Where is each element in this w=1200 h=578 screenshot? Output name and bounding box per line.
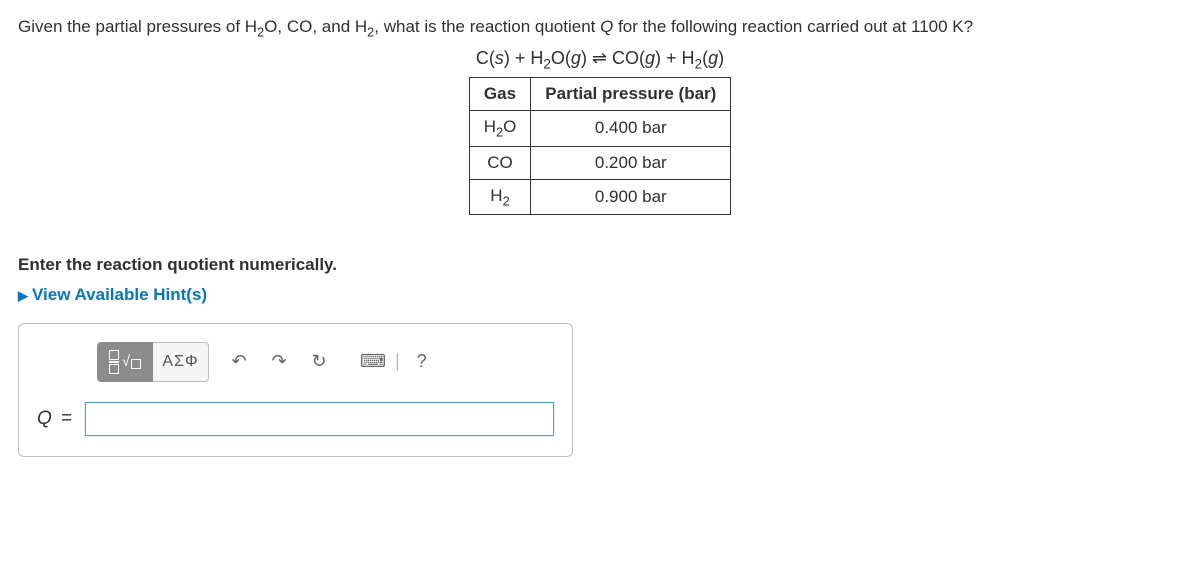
help-icon: ?	[417, 351, 427, 372]
q-sp1-b: O	[264, 17, 277, 36]
eq-r1: CO(	[612, 48, 645, 68]
g0s: 2	[496, 125, 503, 140]
eq-l1c: ) + H	[504, 48, 544, 68]
hint-label: View Available Hint(s)	[32, 285, 207, 304]
answer-input[interactable]	[85, 402, 554, 436]
reset-icon: ↻	[311, 351, 326, 372]
q-pre: Given the partial pressures of	[18, 17, 245, 36]
g2s: 2	[503, 193, 510, 208]
cell-gas: H2	[469, 179, 531, 214]
undo-button[interactable]: ↶	[219, 342, 259, 382]
eq-l1sub: 2	[543, 56, 551, 71]
help-button[interactable]: ?	[402, 342, 442, 382]
eq-r1g2: g	[708, 48, 718, 68]
equation-toolbar: √ ΑΣΦ ↶ ↷ ↻ ⌨ | ?	[97, 342, 554, 382]
q-sp1: H2O	[245, 17, 278, 36]
cell-gas: H2O	[469, 111, 531, 146]
table-row: H2O 0.400 bar	[469, 111, 731, 146]
eq-l1s: s	[495, 48, 504, 68]
redo-button[interactable]: ↷	[259, 342, 299, 382]
cell-pp: 0.200 bar	[531, 146, 731, 179]
g2a: H	[490, 186, 502, 205]
g1a: CO	[487, 153, 513, 172]
eq-r1sub: 2	[695, 56, 703, 71]
math-templates-button[interactable]: √	[97, 342, 153, 382]
eq-r1g: g	[645, 48, 655, 68]
pressure-table: Gas Partial pressure (bar) H2O 0.400 bar…	[469, 77, 732, 215]
q-sp2: CO	[287, 17, 313, 36]
chevron-right-icon: ▶	[18, 288, 28, 304]
q-sp1-a: H	[245, 17, 257, 36]
answer-prompt: Enter the reaction quotient numerically.	[18, 255, 1182, 275]
th-gas: Gas	[469, 78, 531, 111]
answer-q: Q	[37, 408, 52, 429]
redo-icon: ↷	[271, 351, 286, 372]
eq-l1t: O(	[551, 48, 571, 68]
reset-button[interactable]: ↻	[299, 342, 339, 382]
toolbar-separator: |	[395, 351, 400, 372]
q-sep2: , and	[312, 17, 355, 36]
g0a: H	[484, 117, 496, 136]
eq-l1g: g	[571, 48, 581, 68]
view-hints-toggle[interactable]: ▶View Available Hint(s)	[18, 285, 1182, 305]
q-qsym: Q	[600, 17, 613, 36]
greek-symbols-button[interactable]: ΑΣΦ	[153, 342, 209, 382]
q-sep1: ,	[277, 17, 286, 36]
undo-icon: ↶	[231, 351, 246, 372]
q-mid: , what is the reaction quotient	[374, 17, 600, 36]
eq-r1c: ) + H	[655, 48, 695, 68]
cell-pp: 0.900 bar	[531, 179, 731, 214]
q-post: for the following reaction carried out a…	[613, 17, 952, 36]
eq-l1: C(	[476, 48, 495, 68]
keyboard-button[interactable]: ⌨	[353, 342, 393, 382]
answer-variable: Q =	[37, 408, 85, 430]
fraction-sqrt-icon: √	[109, 350, 141, 374]
table-row: CO 0.200 bar	[469, 146, 731, 179]
eq-arrow: ⇌	[587, 48, 612, 68]
q-qm: ?	[964, 17, 973, 36]
cell-gas: CO	[469, 146, 531, 179]
greek-label: ΑΣΦ	[162, 353, 198, 371]
eq-r1e: )	[718, 48, 724, 68]
keyboard-icon: ⌨	[360, 351, 386, 372]
th-pp: Partial pressure (bar)	[531, 78, 731, 111]
reaction-equation: C(s) + H2O(g) ⇌ CO(g) + H2(g)	[18, 48, 1182, 72]
g0b: O	[503, 117, 516, 136]
question-text: Given the partial pressures of H2O, CO, …	[18, 14, 1182, 42]
q-sp3-a: H	[355, 17, 367, 36]
cell-pp: 0.400 bar	[531, 111, 731, 146]
table-row: H2 0.900 bar	[469, 179, 731, 214]
q-sp3: H2	[355, 17, 374, 36]
answer-row: Q =	[37, 402, 554, 436]
q-k: K	[952, 17, 963, 36]
answer-eq-sign: =	[61, 408, 72, 429]
answer-area: √ ΑΣΦ ↶ ↷ ↻ ⌨ | ? Q =	[18, 323, 573, 457]
